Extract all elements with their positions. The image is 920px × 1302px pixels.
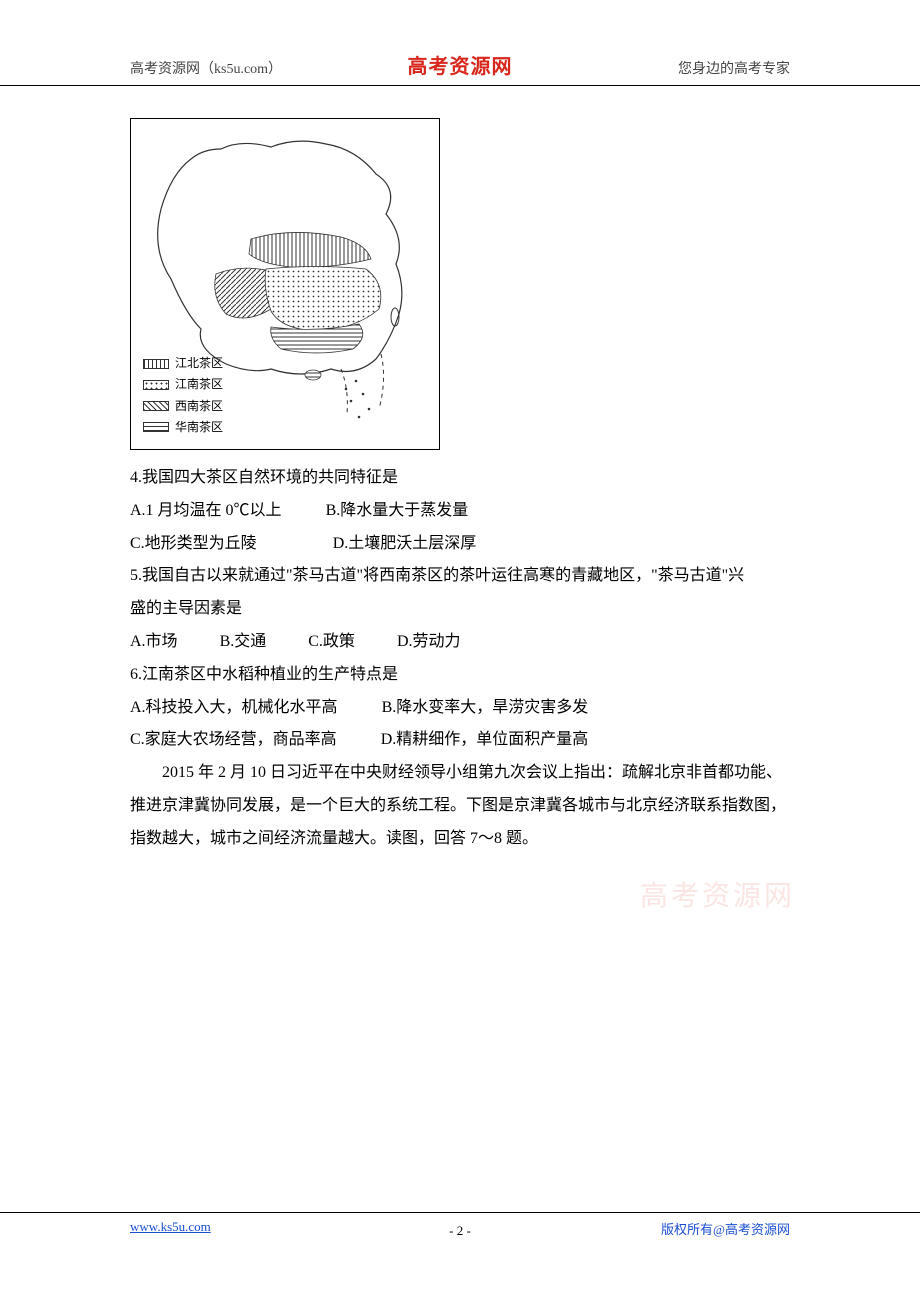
q4-opt-c: C.地形类型为丘陵 xyxy=(130,528,257,561)
q5-opt-c: C.政策 xyxy=(308,626,355,659)
q5-options: A.市场 B.交通 C.政策 D.劳动力 xyxy=(130,626,790,659)
passage-line1: 2015 年 2 月 10 日习近平在中央财经领导小组第九次会议上指出：疏解北京… xyxy=(130,757,790,790)
swatch-icon xyxy=(143,380,169,390)
q6-options-row1: A.科技投入大，机械化水平高 B.降水变率大，旱涝灾害多发 xyxy=(130,692,790,725)
q6-opt-d: D.精耕细作，单位面积产量高 xyxy=(381,724,589,757)
q4-stem: 4.我国四大茶区自然环境的共同特征是 xyxy=(130,462,790,495)
legend-row: 江北茶区 xyxy=(143,354,223,373)
q6-options-row2: C.家庭大农场经营，商品率高 D.精耕细作，单位面积产量高 xyxy=(130,724,790,757)
q6-opt-b: B.降水变率大，旱涝灾害多发 xyxy=(382,692,589,725)
q4-options-row2: C.地形类型为丘陵 D.土壤肥沃土层深厚 xyxy=(130,528,790,561)
swatch-icon xyxy=(143,422,169,432)
footer-url: www.ks5u.com xyxy=(130,1219,211,1235)
q5-opt-d: D.劳动力 xyxy=(397,626,461,659)
legend-label: 江南茶区 xyxy=(175,375,223,394)
legend-row: 西南茶区 xyxy=(143,397,223,416)
q5-opt-b: B.交通 xyxy=(220,626,267,659)
header-left-text: 高考资源网（ks5u.com） xyxy=(130,58,282,78)
passage-line3: 指数越大，城市之间经济流量越大。读图，回答 7～8 题。 xyxy=(130,823,790,856)
china-tea-regions-map: 江北茶区 江南茶区 西南茶区 华南茶区 xyxy=(130,118,440,450)
page-number: - 2 - xyxy=(449,1223,471,1239)
swatch-icon xyxy=(143,401,169,411)
q4-opt-d: D.土壤肥沃土层深厚 xyxy=(333,528,477,561)
legend-row: 华南茶区 xyxy=(143,418,223,437)
q4-opt-b: B.降水量大于蒸发量 xyxy=(326,495,469,528)
header-right-text: 您身边的高考专家 xyxy=(678,58,790,78)
page-footer: www.ks5u.com - 2 - 版权所有@高考资源网 xyxy=(0,1212,920,1242)
q5-opt-a: A.市场 xyxy=(130,626,178,659)
body-content: 江北茶区 江南茶区 西南茶区 华南茶区 4.我国四大茶区自然环境的共同特征是 A… xyxy=(130,110,790,856)
legend-label: 华南茶区 xyxy=(175,418,223,437)
legend-label: 江北茶区 xyxy=(175,354,223,373)
q5-stem-line1: 5.我国自古以来就通过"茶马古道"将西南茶区的茶叶运往高寒的青藏地区，"茶马古道… xyxy=(130,560,790,593)
q6-opt-c: C.家庭大农场经营，商品率高 xyxy=(130,724,337,757)
legend-label: 西南茶区 xyxy=(175,397,223,416)
page-header: 高考资源网（ks5u.com） 高考资源网 您身边的高考专家 xyxy=(0,56,920,86)
swatch-icon xyxy=(143,359,169,369)
q6-stem: 6.江南茶区中水稻种植业的生产特点是 xyxy=(130,659,790,692)
watermark-text: 高考资源网 xyxy=(640,874,795,914)
q6-opt-a: A.科技投入大，机械化水平高 xyxy=(130,692,338,725)
q5-stem-line2: 盛的主导因素是 xyxy=(130,593,790,626)
footer-copyright: 版权所有@高考资源网 xyxy=(661,1219,790,1238)
q4-options-row1: A.1 月均温在 0℃以上 B.降水量大于蒸发量 xyxy=(130,495,790,528)
page: 高考资源网（ks5u.com） 高考资源网 您身边的高考专家 xyxy=(0,0,920,1302)
header-center-title: 高考资源网 xyxy=(408,50,513,79)
legend-row: 江南茶区 xyxy=(143,375,223,394)
map-legend: 江北茶区 江南茶区 西南茶区 华南茶区 xyxy=(143,354,223,439)
passage-line2: 推进京津冀协同发展，是一个巨大的系统工程。下图是京津冀各城市与北京经济联系指数图… xyxy=(130,790,790,823)
q4-opt-a: A.1 月均温在 0℃以上 xyxy=(130,495,282,528)
